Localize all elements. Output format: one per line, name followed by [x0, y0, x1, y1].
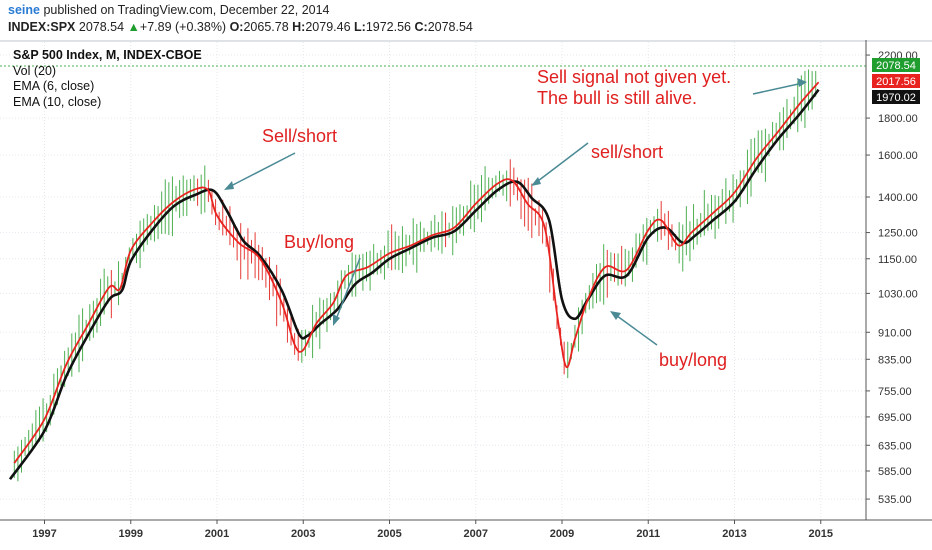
low-label: L: — [354, 20, 366, 34]
x-axis-ticks[interactable]: 1997 1999 2001 2003 2005 2007 2009 2011 2013 2015 — [32, 520, 833, 540]
legend-volume[interactable]: Vol (20) — [13, 63, 57, 78]
grid-lines — [0, 42, 866, 520]
x-tick-label: 2011 — [636, 528, 660, 540]
open-label: O: — [229, 20, 244, 34]
x-tick-label: 2009 — [550, 528, 574, 540]
arrowhead-sell-short-2000-icon — [224, 181, 234, 190]
price-label-last-text: 2078.54 — [876, 60, 916, 72]
arrow-buy-long-2009 — [612, 312, 658, 346]
y-tick-label: 755.00 — [878, 386, 912, 398]
ema6-line — [13, 81, 820, 464]
arrow-buy-long-2003 — [334, 257, 361, 323]
annotation-buy-long-2009: buy/long — [659, 350, 727, 370]
indicator-legend: S&P 500 Index, M, INDEX-CBOE Vol (20) EM… — [13, 48, 202, 110]
price-change: +7.89 (+0.38%) — [139, 20, 227, 34]
x-tick-label: 2013 — [722, 528, 746, 540]
annotation-sell-short-2007: sell/short — [591, 142, 663, 162]
y-tick-label: 910.00 — [878, 327, 912, 339]
price-chart[interactable]: 2200.001800.001600.001400.001250.001150.… — [0, 40, 932, 550]
x-tick-label: 2003 — [291, 528, 315, 540]
high-value: 2079.46 — [305, 20, 351, 34]
arrowhead-buy-long-2009-icon — [610, 311, 621, 320]
arrow-sell-signal — [752, 82, 804, 95]
arrowhead-buy-long-2003-icon — [333, 314, 340, 326]
y-tick-label: 1030.00 — [878, 288, 918, 300]
symbol-label: INDEX:SPX — [8, 20, 76, 34]
x-tick-label: 1999 — [119, 528, 143, 540]
x-tick-label: 2001 — [205, 528, 229, 540]
open-value: 2065.78 — [243, 20, 289, 34]
chart-header: seine published on TradingView.com, Dece… — [8, 2, 473, 36]
published-text: published on TradingView.com, December 2… — [43, 3, 330, 17]
annotation-sell-signal-line1: Sell signal not given yet. — [537, 67, 731, 87]
low-value: 1972.56 — [365, 20, 412, 34]
legend-ema6[interactable]: EMA (6, close) — [13, 79, 95, 93]
legend-ema10[interactable]: EMA (10, close) — [13, 94, 102, 109]
price-label-ema10-text: 1970.02 — [876, 92, 916, 104]
y-tick-label: 1400.00 — [878, 192, 918, 204]
y-tick-label: 535.00 — [878, 494, 912, 506]
arrowhead-sell-signal-icon — [797, 78, 807, 87]
y-tick-label: 1800.00 — [878, 113, 918, 125]
y-tick-label: 835.00 — [878, 354, 912, 366]
publisher-username[interactable]: seine — [8, 3, 40, 17]
close-label: C: — [414, 20, 428, 34]
high-label: H: — [292, 20, 306, 34]
y-tick-label: 1150.00 — [878, 254, 917, 266]
up-triangle-icon: ▲ — [127, 20, 140, 34]
last-price: 2078.54 — [78, 20, 125, 34]
annotation-sell-signal-line2: The bull is still alive. — [537, 88, 697, 108]
y-tick-label: 585.00 — [878, 466, 912, 478]
legend-title: S&P 500 Index, M, INDEX-CBOE — [13, 48, 202, 62]
x-tick-label: 2015 — [809, 528, 833, 540]
y-tick-label: 695.00 — [878, 412, 912, 424]
price-label-ema10: 1970.02 — [872, 90, 920, 104]
annotation-sell-short-2000: Sell/short — [262, 126, 337, 146]
x-tick-label: 2005 — [377, 528, 401, 540]
arrow-sell-short-2000 — [226, 152, 296, 189]
x-tick-label: 2007 — [464, 528, 488, 540]
y-tick-label: 1250.00 — [878, 228, 918, 240]
y-axis-ticks[interactable]: 2200.001800.001600.001400.001250.001150.… — [866, 50, 918, 506]
price-label-ema6: 2017.56 — [872, 74, 920, 88]
price-label-last: 2078.54 — [872, 58, 920, 72]
x-tick-label: 1997 — [32, 528, 56, 540]
price-label-ema6-text: 2017.56 — [876, 76, 916, 88]
close-value: 2078.54 — [427, 20, 473, 34]
arrowhead-sell-short-2007-icon — [531, 177, 541, 186]
arrow-sell-short-2007 — [533, 142, 589, 185]
y-tick-label: 635.00 — [878, 440, 912, 452]
annotation-buy-long-2003: Buy/long — [284, 232, 354, 252]
ema10-line — [8, 88, 820, 480]
y-tick-label: 1600.00 — [878, 150, 918, 162]
